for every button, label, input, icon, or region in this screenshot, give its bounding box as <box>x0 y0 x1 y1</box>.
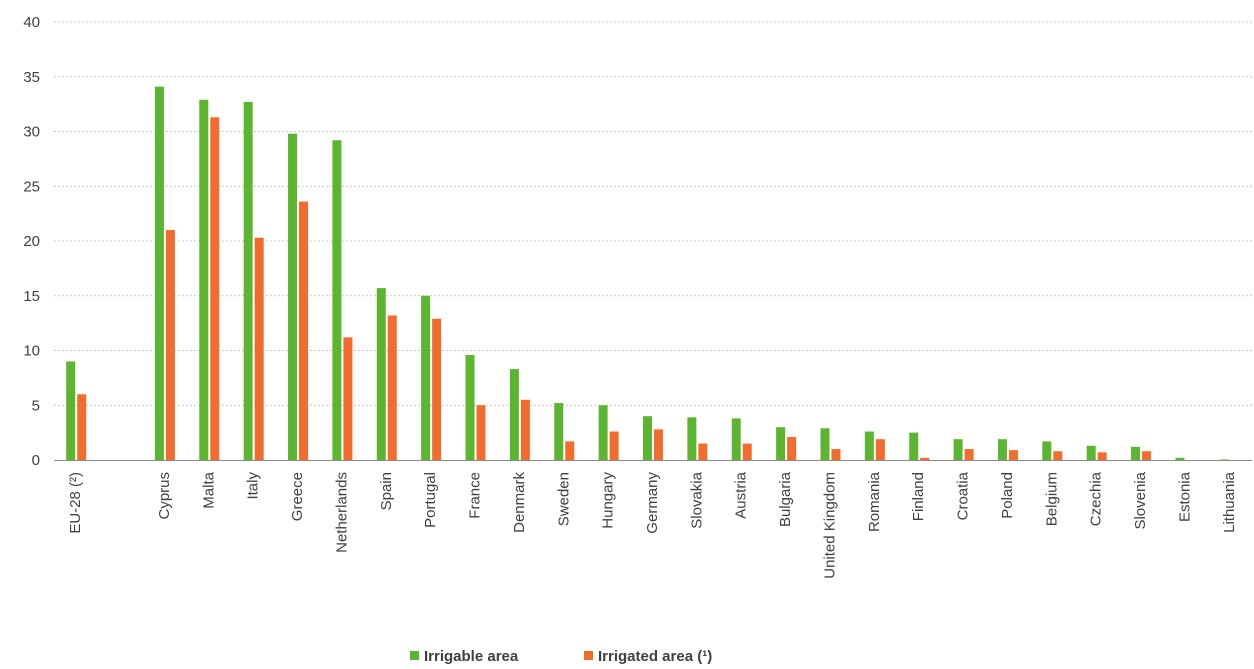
bar-irrigable <box>66 361 76 460</box>
bars <box>66 86 1229 461</box>
y-tick-label: 10 <box>23 343 40 360</box>
x-tick-label: Estonia <box>1176 471 1193 522</box>
bar-irrigated <box>654 429 663 460</box>
y-tick-label: 35 <box>23 69 40 86</box>
bar-irrigable <box>909 432 919 460</box>
x-tick-label: Belgium <box>1043 472 1060 526</box>
bar-irrigated <box>254 237 264 460</box>
y-tick-label: 25 <box>23 178 40 195</box>
bar-irrigated <box>1142 451 1152 460</box>
bar-irrigable <box>687 417 697 460</box>
legend-item: Irrigable area <box>410 648 519 665</box>
bar-irrigated <box>476 405 486 460</box>
bar-irrigable <box>1219 459 1229 460</box>
bar-irrigated <box>1008 450 1018 460</box>
y-tick-label: 30 <box>23 124 40 141</box>
x-tick-label: Lithuania <box>1221 471 1238 533</box>
x-axis-labels: EU-28 (²) Cyprus Malta Italy Greece Netherlan… <box>67 471 1238 578</box>
y-tick-label: 5 <box>32 397 40 414</box>
bar-irrigated <box>964 449 974 460</box>
x-tick-label: Czechia <box>1088 471 1105 526</box>
legend: Irrigable area Irrigated area (¹) <box>410 648 712 665</box>
bar-irrigated <box>609 431 619 460</box>
x-tick-label: United Kingdom <box>821 472 838 579</box>
x-tick-label: Hungary <box>600 472 617 529</box>
x-tick-label: Portugal <box>422 472 439 528</box>
bar-irrigated <box>432 318 442 460</box>
bar-irrigated <box>520 399 530 460</box>
x-tick-label: Poland <box>999 472 1016 519</box>
bar-irrigated <box>742 443 752 460</box>
bar-irrigated <box>875 439 885 460</box>
bar-irrigated <box>698 443 708 460</box>
bar-irrigable <box>776 427 786 460</box>
bar-irrigable <box>1175 457 1185 460</box>
bar-irrigable <box>598 405 608 460</box>
bar-irrigated <box>343 337 353 460</box>
x-tick-label: Slovenia <box>1132 471 1149 529</box>
bar-irrigated <box>299 201 309 460</box>
bar-irrigable <box>243 101 253 460</box>
bar-irrigable <box>288 133 298 460</box>
bar-irrigable <box>864 431 874 460</box>
bar-irrigable <box>199 99 209 461</box>
bar-irrigable <box>421 295 431 460</box>
bar-irrigable <box>1131 446 1141 460</box>
bar-irrigated <box>77 394 87 460</box>
legend-label: Irrigable area <box>424 648 519 665</box>
x-tick-label: France <box>467 472 484 519</box>
y-axis-ticks: 0 5 10 15 20 25 30 35 40 <box>23 14 40 469</box>
bar-irrigable <box>997 439 1007 460</box>
bar-irrigable <box>1086 445 1096 460</box>
bar-irrigable <box>731 418 741 460</box>
bar-irrigable <box>465 354 475 460</box>
bar-irrigable <box>376 288 386 460</box>
y-tick-label: 15 <box>23 288 40 305</box>
x-tick-label: Italy <box>245 472 262 500</box>
bar-irrigable <box>332 140 342 460</box>
x-tick-label: Greece <box>289 472 306 521</box>
y-tick-label: 20 <box>23 233 40 250</box>
x-tick-label: Croatia <box>955 471 972 520</box>
x-tick-label: EU-28 (²) <box>67 472 84 534</box>
y-tick-label: 0 <box>32 452 40 469</box>
bar-irrigable <box>154 86 164 460</box>
x-tick-label: Denmark <box>511 472 528 533</box>
x-tick-label: Bulgaria <box>777 471 794 527</box>
legend-swatch <box>584 651 593 660</box>
x-tick-label: Sweden <box>555 472 572 526</box>
bar-irrigable <box>643 416 652 460</box>
y-tick-label: 40 <box>23 14 40 31</box>
legend-label: Irrigated area (¹) <box>598 648 712 665</box>
bar-irrigable <box>554 403 564 460</box>
x-tick-label: Romania <box>866 471 883 532</box>
bar-irrigable <box>509 369 519 460</box>
x-tick-label: Austria <box>733 471 750 518</box>
bar-irrigated <box>210 117 220 460</box>
legend-swatch <box>410 651 419 660</box>
bar-irrigated <box>165 230 175 460</box>
bar-irrigated <box>1097 452 1107 460</box>
x-tick-label: Spain <box>378 472 395 510</box>
legend-item: Irrigated area (¹) <box>584 648 712 665</box>
gridlines <box>54 21 1252 406</box>
bar-irrigated <box>1053 451 1063 460</box>
x-tick-label: Netherlands <box>333 472 350 553</box>
bar-irrigable <box>820 428 830 460</box>
x-tick-label: Malta <box>200 471 217 508</box>
bar-irrigated <box>565 441 575 460</box>
bar-irrigated <box>831 449 841 460</box>
bar-irrigable <box>1042 441 1052 460</box>
x-tick-label: Slovakia <box>688 471 705 528</box>
x-tick-label: Cyprus <box>156 472 173 520</box>
bar-irrigated <box>787 437 797 460</box>
x-tick-label: Germany <box>644 472 661 534</box>
bar-irrigable <box>953 439 963 460</box>
x-tick-label: Finland <box>910 472 927 521</box>
bar-irrigated <box>920 457 930 460</box>
bar-irrigated <box>387 315 397 460</box>
